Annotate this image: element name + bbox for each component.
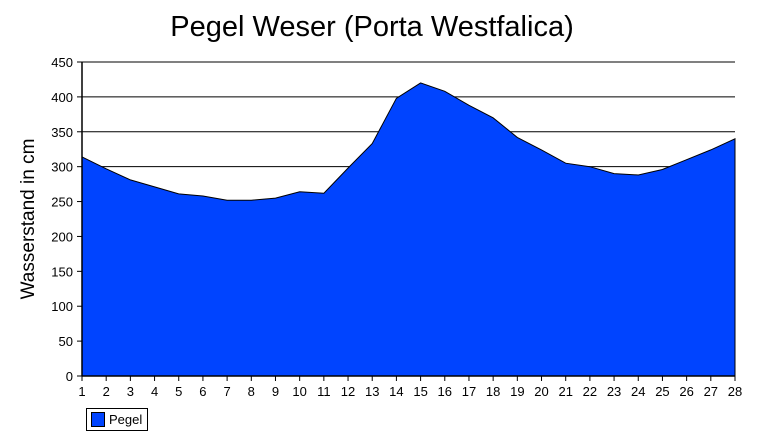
x-tick-label: 22 xyxy=(583,384,597,399)
x-tick-label: 15 xyxy=(413,384,427,399)
x-tick-label: 1 xyxy=(78,384,85,399)
x-tick-label: 21 xyxy=(558,384,572,399)
x-tick-label: 28 xyxy=(728,384,742,399)
y-tick-label: 100 xyxy=(51,299,73,314)
y-axis-label: Wasserstand in cm xyxy=(18,139,39,300)
y-tick-label: 250 xyxy=(51,195,73,210)
y-tick-label: 200 xyxy=(51,229,73,244)
x-axis-ticks: 1 2 3 4 5 6 7 8 9 10 11 12 13 14 15 16 17 18 19 20 21 22 23 24 2… xyxy=(78,376,742,399)
x-tick-label: 20 xyxy=(534,384,548,399)
y-tick-label: 450 xyxy=(51,55,73,70)
legend: Pegel xyxy=(86,408,149,431)
x-tick-label: 2 xyxy=(103,384,110,399)
x-tick-label: 25 xyxy=(655,384,669,399)
x-tick-label: 23 xyxy=(607,384,621,399)
data-area-pegel xyxy=(81,82,736,377)
x-tick-label: 13 xyxy=(365,384,379,399)
legend-swatch-pegel xyxy=(91,412,105,427)
x-tick-label: 4 xyxy=(151,384,158,399)
x-tick-label: 9 xyxy=(272,384,279,399)
x-tick-label: 18 xyxy=(486,384,500,399)
legend-label-pegel: Pegel xyxy=(109,412,143,427)
y-tick-label: 0 xyxy=(66,369,73,384)
y-tick-label: 150 xyxy=(51,264,73,279)
y-axis-ticks: 0 50 100 150 200 250 300 350 400 450 xyxy=(51,55,82,384)
x-tick-label: 19 xyxy=(510,384,524,399)
x-tick-label: 6 xyxy=(199,384,206,399)
x-tick-label: 12 xyxy=(341,384,355,399)
x-tick-label: 27 xyxy=(704,384,718,399)
y-tick-label: 50 xyxy=(59,334,73,349)
x-tick-label: 10 xyxy=(292,384,306,399)
x-tick-label: 3 xyxy=(127,384,134,399)
x-tick-label: 16 xyxy=(438,384,452,399)
x-tick-label: 7 xyxy=(223,384,230,399)
x-tick-label: 11 xyxy=(317,384,331,399)
x-tick-label: 8 xyxy=(248,384,255,399)
y-tick-label: 400 xyxy=(51,90,73,105)
chart-title: Pegel Weser (Porta Westfalica) xyxy=(170,11,573,43)
y-tick-label: 350 xyxy=(51,125,73,140)
x-tick-label: 17 xyxy=(462,384,476,399)
x-tick-label: 14 xyxy=(389,384,403,399)
x-tick-label: 24 xyxy=(631,384,645,399)
x-tick-label: 5 xyxy=(175,384,182,399)
y-tick-label: 300 xyxy=(51,160,73,175)
axes xyxy=(81,62,735,377)
x-tick-label: 26 xyxy=(679,384,693,399)
